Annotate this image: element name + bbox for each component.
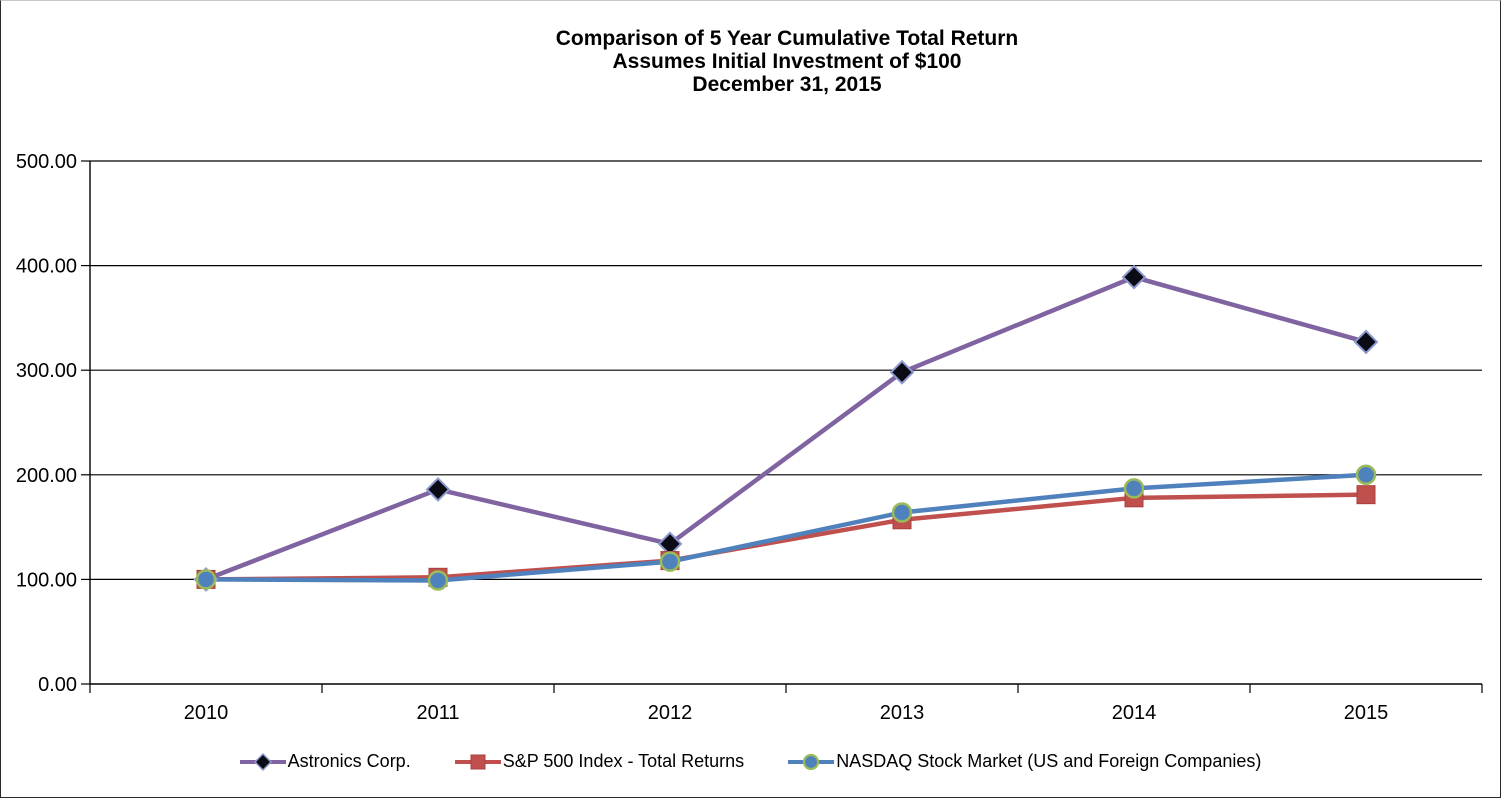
- marker-astronics-corp-2014: [1121, 264, 1147, 290]
- x-axis-label: 2015: [1344, 702, 1389, 724]
- legend-item-astronics: Astronics Corp.: [239, 751, 411, 772]
- legend-marker-circle-icon: [788, 753, 835, 770]
- chart-title-line1: Comparison of 5 Year Cumulative Total Re…: [555, 27, 1019, 50]
- legend-label-nasdaq: NASDAQ Stock Market (US and Foreign Comp…: [836, 751, 1262, 771]
- y-axis-label: 100.00: [16, 569, 77, 591]
- legend-label-astronics: Astronics Corp.: [287, 751, 411, 771]
- marker-s-p-500-index-total-returns-2015: [1356, 485, 1376, 505]
- x-axis-label: 2010: [184, 702, 229, 724]
- marker-nasdaq-stock-market-us-and-foreign-companies-2012: [659, 551, 681, 572]
- x-axis-label: 2011: [416, 702, 459, 724]
- marker-astronics-corp-2011: [425, 477, 451, 502]
- marker-nasdaq-stock-market-us-and-foreign-companies-2013: [891, 502, 913, 523]
- legend-item-sp500: S&P 500 Index - Total Returns: [454, 751, 745, 772]
- x-axis-label: 2013: [880, 702, 925, 724]
- legend-marker-diamond-icon: [239, 752, 286, 771]
- marker-nasdaq-stock-market-us-and-foreign-companies-2011: [427, 570, 449, 591]
- x-axis-label: 2014: [1112, 702, 1157, 724]
- y-axis-label: 200.00: [16, 465, 77, 487]
- series-line-s-p-500-index-total-returns: [203, 492, 1369, 582]
- marker-nasdaq-stock-market-us-and-foreign-companies-2010: [195, 569, 217, 590]
- x-axis-label: 2012: [648, 702, 693, 724]
- marker-astronics-corp-2015: [1353, 329, 1379, 355]
- legend-marker-square-icon: [454, 754, 501, 769]
- legend-item-nasdaq: NASDAQ Stock Market (US and Foreign Comp…: [788, 751, 1261, 772]
- marker-nasdaq-stock-market-us-and-foreign-companies-2015: [1355, 464, 1377, 486]
- y-axis-label: 300.00: [16, 360, 77, 382]
- line-chart-plot-area: 0.00 100.00 200.00 300.00 400.00 500.00 2010 20…: [16, 151, 1483, 724]
- marker-astronics-corp-2013: [889, 359, 915, 385]
- y-axis-label: 400.00: [16, 256, 77, 278]
- chart-title-line3: December 31, 2015: [692, 73, 882, 96]
- chart-legend: Astronics Corp. S&P 500 Index - Total Re…: [1, 751, 1500, 772]
- marker-nasdaq-stock-market-us-and-foreign-companies-2014: [1123, 478, 1145, 499]
- chart-title-line2: Assumes Initial Investment of $100: [612, 50, 962, 73]
- series-line-astronics-corp: [203, 274, 1369, 582]
- series-line-nasdaq-stock-market-us-and-foreign-companies: [203, 472, 1369, 583]
- legend-label-sp500: S&P 500 Index - Total Returns: [502, 751, 745, 771]
- chart-title: Comparison of 5 Year Cumulative Total Re…: [91, 27, 1483, 96]
- y-axis-label: 0.00: [38, 674, 77, 696]
- y-axis-label: 500.00: [16, 151, 77, 173]
